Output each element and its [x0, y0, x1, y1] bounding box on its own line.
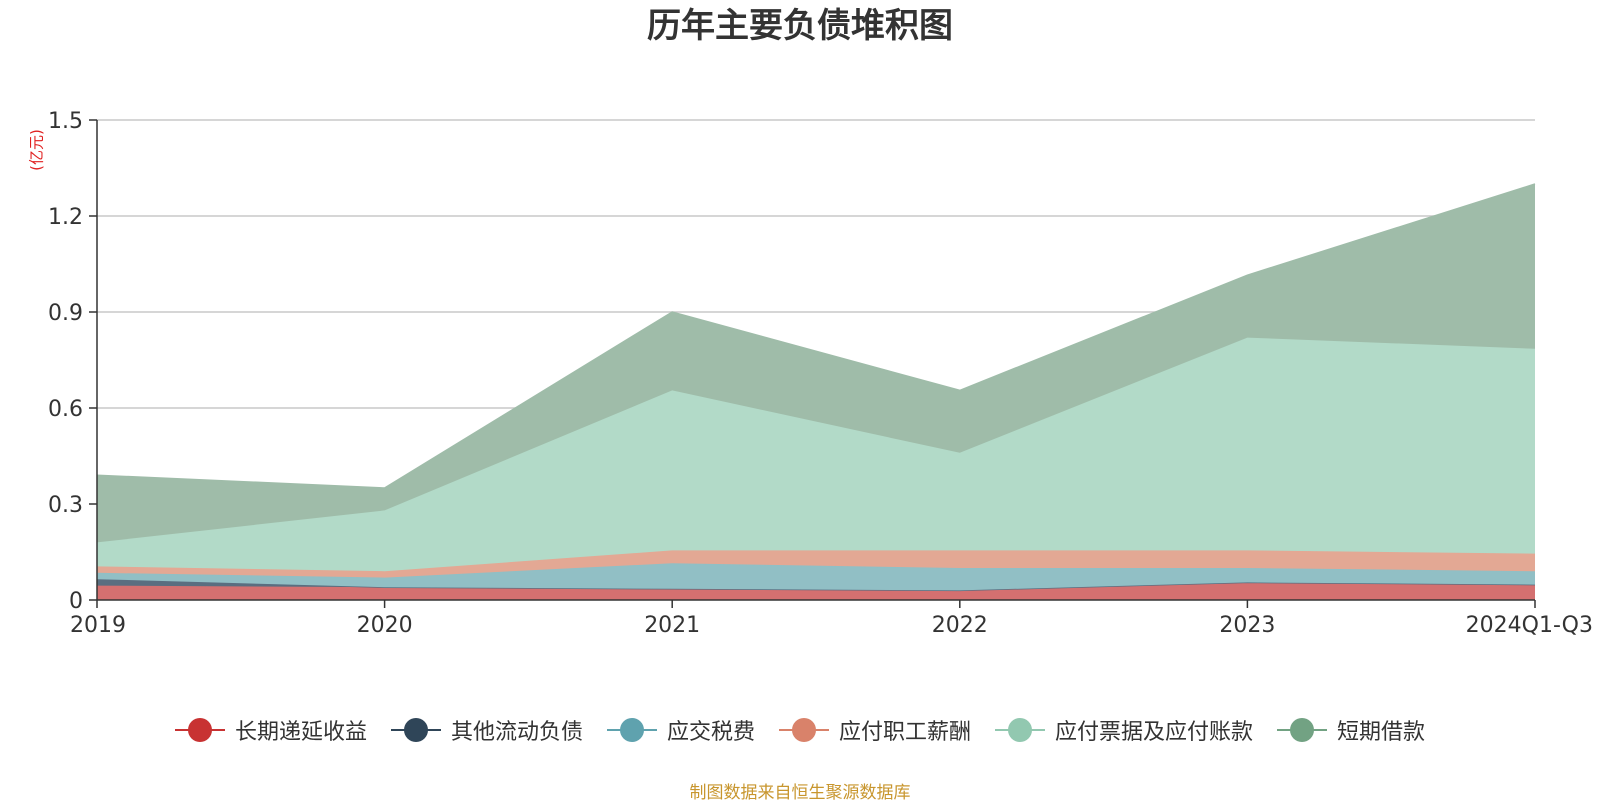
y-tick-label: 0 [69, 589, 83, 614]
legend-label: 应交税费 [666, 720, 755, 745]
chart-title: 历年主要负债堆积图 [647, 6, 953, 46]
area-series-1 [97, 582, 1535, 600]
y-tick-label: 0.3 [48, 493, 83, 518]
area-series-6 [97, 184, 1535, 543]
legend-marker-icon [174, 718, 225, 742]
x-tick-label: 2021 [644, 613, 700, 638]
chart-legend: 长期递延收益 其他流动负债 应交税费 应付职工薪酬 应付票据及应付账款 短期借款 [0, 714, 1600, 746]
area-series-5 [97, 337, 1535, 572]
legend-marker-icon [606, 718, 657, 742]
x-tick-label: 2024Q1-Q3 [1466, 613, 1593, 638]
legend-label: 其他流动负债 [450, 720, 583, 745]
legend-item[interactable]: 应付职工薪酬 [779, 714, 971, 746]
x-tick-label: 2020 [357, 613, 413, 638]
legend-marker-icon [995, 718, 1046, 742]
y-tick-label: 0.9 [48, 301, 83, 326]
legend-item[interactable]: 应付票据及应付账款 [995, 714, 1253, 746]
legend-marker-icon [1277, 718, 1328, 742]
legend-marker-icon [779, 718, 829, 742]
area-series-3 [97, 563, 1535, 591]
legend-item[interactable]: 应交税费 [606, 714, 755, 746]
area-series-4 [97, 550, 1535, 578]
x-tick-label: 2022 [932, 613, 988, 638]
area-series-6-line [96, 183, 1536, 489]
legend-item[interactable]: 其他流动负债 [390, 714, 583, 746]
legend-marker-icon [390, 718, 441, 742]
legend-label: 短期借款 [1337, 720, 1426, 745]
legend-item[interactable]: 短期借款 [1277, 714, 1425, 746]
x-tick-label: 2019 [70, 613, 126, 638]
area-series-5-line [96, 336, 1536, 544]
legend-label: 长期递延收益 [234, 720, 367, 745]
x-tick-label: 2023 [1219, 613, 1275, 638]
y-tick-label: 1.2 [48, 205, 83, 230]
legend-label: 应付职工薪酬 [839, 720, 972, 745]
y-tick-label: 1.5 [48, 109, 83, 134]
legend-item[interactable]: 长期递延收益 [174, 714, 367, 746]
legend-label: 应付票据及应付账款 [1055, 720, 1254, 745]
y-tick-label: 0.6 [48, 397, 83, 422]
data-source-note: 制图数据来自恒生聚源数据库 [689, 783, 911, 803]
